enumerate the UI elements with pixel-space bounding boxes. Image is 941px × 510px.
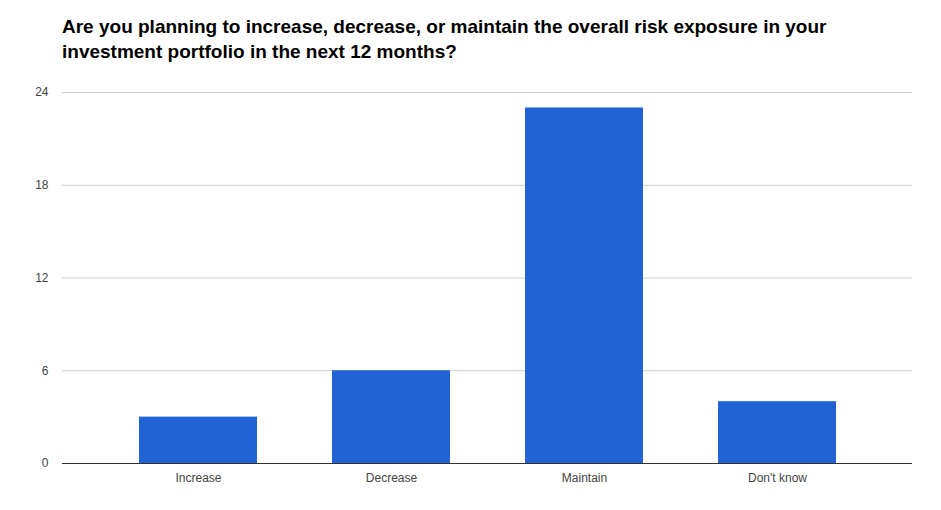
- svg-text:Decrease: Decrease: [366, 471, 418, 485]
- html-text:Are you planning to increase,: Are you planning to increase, decrease, …: [62, 16, 827, 62]
- svg-text:12: 12: [35, 271, 49, 285]
- svg-text:Maintain: Maintain: [562, 471, 607, 485]
- svg-text:24: 24: [35, 85, 49, 99]
- svg-text:Increase: Increase: [175, 471, 221, 485]
- svg-text:18: 18: [35, 178, 49, 192]
- svg-text:Don't know: Don't know: [748, 471, 807, 485]
- svg-text:6: 6: [42, 364, 49, 378]
- svg-text:0: 0: [42, 456, 49, 470]
